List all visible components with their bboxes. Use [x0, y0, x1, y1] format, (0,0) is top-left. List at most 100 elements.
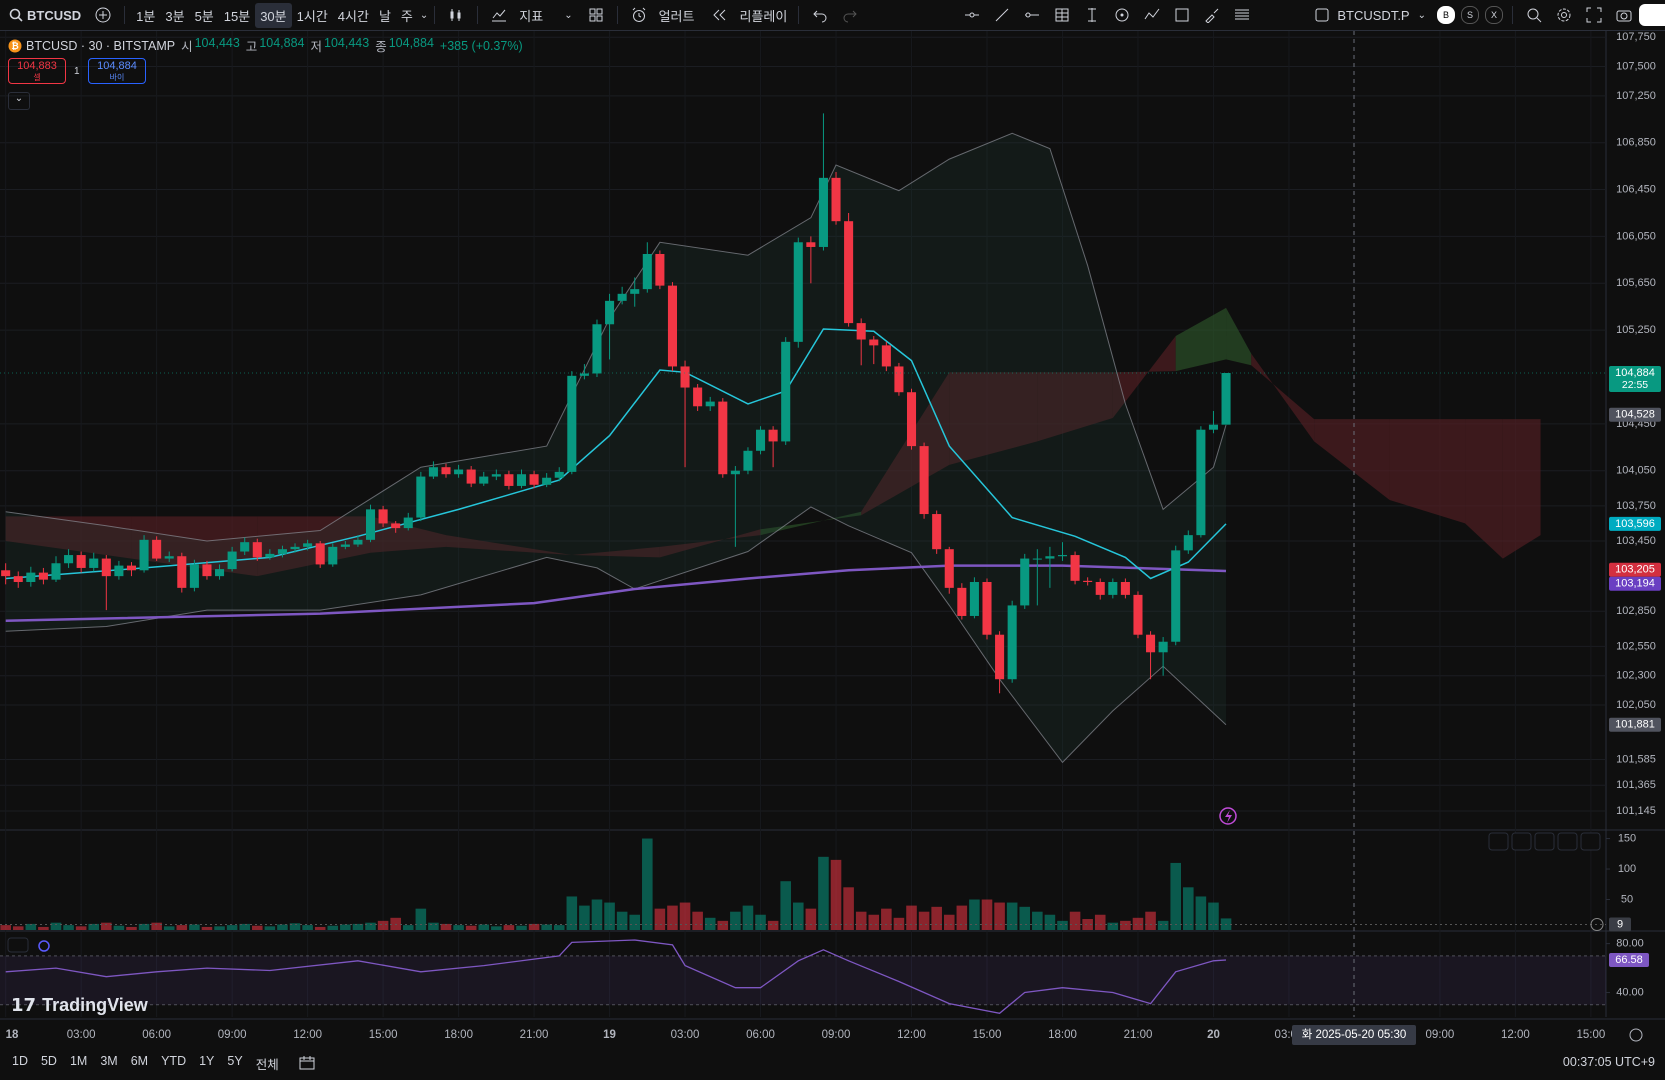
interval-button[interactable]: 1시간	[296, 8, 328, 24]
price-tag	[1609, 516, 1661, 531]
candle-body	[1057, 555, 1068, 557]
candle-body	[1032, 558, 1042, 560]
publish-button[interactable]	[1639, 4, 1665, 26]
buy-button[interactable]: 104,884 바이	[88, 58, 146, 84]
interval-dropdown[interactable]: ⌄	[419, 9, 429, 21]
range-button[interactable]: 5Y	[227, 1053, 243, 1068]
sell-button[interactable]: 104,883 셀	[8, 58, 66, 84]
compare-dropdown[interactable]: ⌄	[1417, 9, 1426, 21]
interval-button[interactable]: 주	[400, 8, 413, 24]
volume-bar	[742, 905, 754, 930]
range-button[interactable]: 전체	[255, 1057, 279, 1072]
tool-trendline[interactable]	[994, 7, 1010, 23]
tool-menu[interactable]	[1234, 7, 1250, 23]
volume-bar	[717, 920, 729, 930]
snapshot-icon[interactable]	[1616, 7, 1632, 23]
interval-button[interactable]: 3분	[165, 8, 185, 24]
zoom-icon[interactable]	[1526, 7, 1542, 23]
replay-button[interactable]: 리플레이	[739, 8, 788, 24]
redo[interactable]	[842, 7, 858, 23]
x-tick-label: 18:00	[444, 1029, 473, 1041]
fullscreen-icon[interactable]	[1586, 7, 1602, 23]
badge[interactable]: X	[1485, 6, 1503, 24]
tool-brush[interactable]	[1204, 7, 1220, 23]
intervals: 1분 3분 5분 15분 30분 1시간 4시간 날 주	[131, 2, 418, 28]
legend-key: 종	[375, 40, 387, 54]
range-button[interactable]: 6M	[130, 1053, 149, 1068]
alert-icon[interactable]	[631, 7, 647, 23]
x-tick-label: 06:00	[746, 1029, 775, 1041]
range-button[interactable]: YTD	[161, 1053, 187, 1068]
collapse-legend[interactable]: ⌄	[8, 92, 30, 110]
badge[interactable]: B	[1437, 6, 1455, 24]
add-symbol[interactable]	[95, 7, 111, 23]
candle-body	[340, 544, 350, 547]
alert-button[interactable]: 얼러트	[658, 8, 695, 24]
tool-path[interactable]	[1144, 7, 1160, 23]
compare-symbol[interactable]: BTCUSDT.P	[1337, 7, 1410, 23]
indicators-dropdown[interactable]: ⌄	[564, 9, 573, 21]
symbol[interactable]: BTCUSD	[27, 7, 82, 23]
candle-body	[504, 474, 514, 486]
qty[interactable]: 1	[74, 66, 80, 77]
volume-bar	[780, 881, 791, 930]
search-icon[interactable]	[8, 7, 24, 23]
undo[interactable]	[812, 7, 828, 23]
date-range-icon[interactable]	[299, 1055, 315, 1071]
tool-hline[interactable]	[964, 7, 980, 23]
range-button[interactable]: 1Y	[199, 1053, 215, 1068]
candle-body	[1208, 424, 1218, 430]
volume-bar	[277, 924, 288, 930]
layouts-icon[interactable]	[588, 7, 604, 23]
drawing-tools	[957, 7, 1257, 23]
clock: 00:37:05 UTC+9	[1562, 1055, 1655, 1069]
volume-bar	[415, 908, 427, 930]
interval-button[interactable]: 날	[378, 8, 391, 24]
tool-circle[interactable]	[1114, 7, 1130, 23]
tool-ray[interactable]	[1024, 7, 1040, 23]
indicators-icon[interactable]	[491, 7, 507, 23]
interval-button[interactable]: 15분	[223, 8, 251, 24]
candle-body	[189, 564, 199, 588]
bitcoin-icon: ₿	[8, 39, 22, 52]
compare-checkbox[interactable]	[1314, 7, 1330, 23]
rsi-tag	[1609, 953, 1649, 968]
interval-button[interactable]: 4시간	[337, 8, 369, 24]
interval-button[interactable]: 5분	[194, 8, 214, 24]
volume-bar	[289, 923, 301, 930]
separator	[477, 6, 479, 24]
volume-bar	[189, 924, 200, 930]
volume-bar	[893, 917, 905, 930]
volume-bar	[201, 926, 213, 930]
y-tick-label: 107,250	[1616, 90, 1656, 102]
volume-bar	[704, 917, 716, 930]
chart-style-icon[interactable]	[448, 7, 464, 23]
candle-body	[529, 474, 539, 485]
range-button[interactable]: 3M	[100, 1053, 118, 1068]
settings-icon[interactable]	[1556, 7, 1572, 23]
interval-button[interactable]: 30분	[255, 2, 292, 28]
range-button[interactable]: 1M	[69, 1053, 88, 1068]
volume-bar	[616, 911, 628, 930]
tool-rect[interactable]	[1174, 7, 1190, 23]
volume-bar	[402, 925, 414, 930]
volume-bar	[767, 920, 779, 930]
tool-fib[interactable]	[1054, 7, 1070, 23]
range-button[interactable]: 5D	[40, 1053, 57, 1068]
range-button[interactable]: 1D	[12, 1053, 28, 1068]
volume-bar	[566, 896, 578, 930]
volume-bar	[1057, 920, 1068, 930]
indicators-button[interactable]: 지표	[519, 8, 544, 24]
interval-button[interactable]: 1분	[136, 8, 156, 24]
volume-bar	[818, 856, 829, 930]
separator	[124, 6, 126, 24]
candle-body	[1183, 535, 1193, 551]
x-tick-label: 03:00	[671, 1029, 700, 1041]
legend-key: 저	[310, 40, 323, 54]
candle-body	[542, 477, 552, 485]
candle-body	[202, 564, 212, 577]
tool-measure[interactable]	[1084, 7, 1100, 23]
replay-icon[interactable]	[711, 7, 727, 23]
badge[interactable]: S	[1461, 6, 1479, 24]
volume-bar	[113, 925, 125, 930]
